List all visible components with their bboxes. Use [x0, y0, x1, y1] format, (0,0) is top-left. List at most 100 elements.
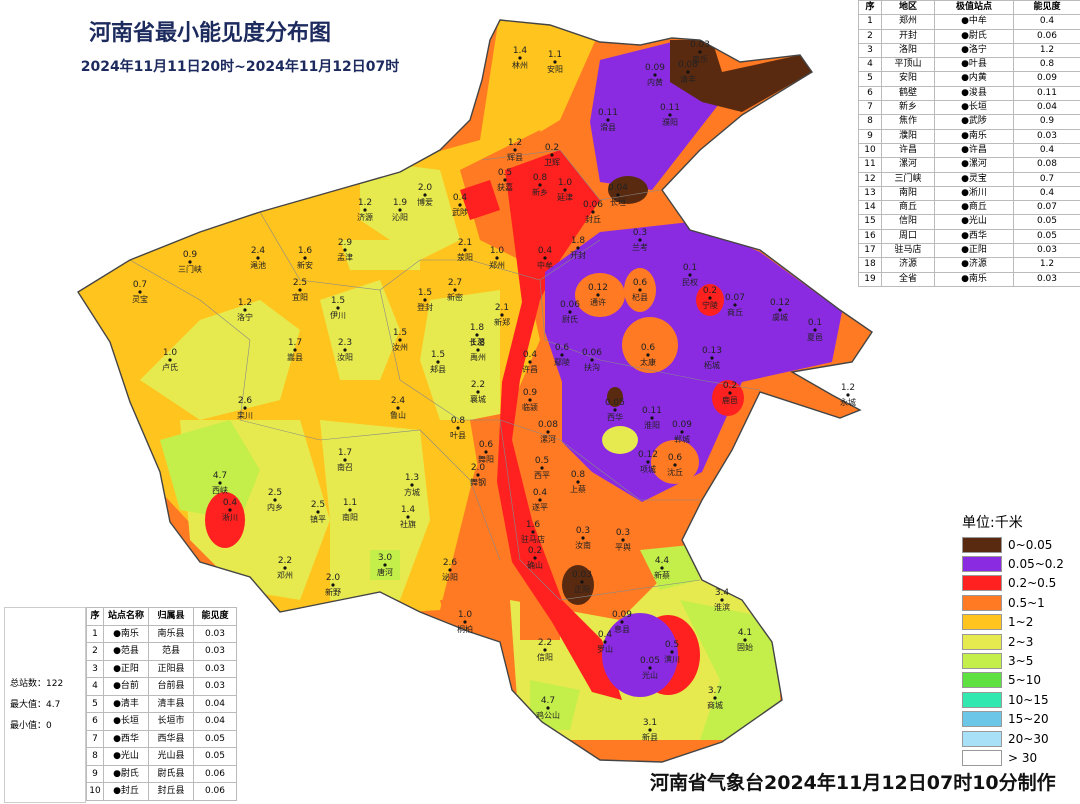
station-value: 2.1: [458, 238, 472, 248]
station-dot: [606, 118, 610, 122]
station-dot: [518, 56, 522, 60]
table-cell: 安阳: [881, 71, 935, 87]
table-cell: 3: [858, 42, 882, 59]
station-dot: [546, 706, 550, 710]
legend-label: 3~5: [1008, 654, 1034, 669]
station-value: 2.4: [251, 246, 266, 256]
station-dot: [243, 308, 247, 312]
station-name: 鹿邑: [722, 395, 738, 405]
station-name: 西华: [607, 412, 623, 422]
legend-item: 2~3: [962, 632, 1074, 651]
station-value: 1.0: [458, 610, 473, 620]
station-name: 获嘉: [497, 182, 513, 192]
station-name: 新乡: [532, 187, 548, 197]
station-dot: [638, 238, 642, 242]
legend-label: 20~30: [1008, 731, 1049, 746]
station-value: 0.2: [545, 143, 559, 153]
table-cell: 0.4: [1013, 185, 1080, 202]
station-value: 0.08: [538, 420, 558, 430]
station-value: 1.0: [163, 348, 178, 358]
station-dot: [648, 728, 652, 732]
station-value: 1.5: [431, 350, 445, 360]
station-value: 2.5: [268, 488, 282, 498]
station-value: 0.3: [633, 228, 647, 238]
table-cell: 10: [86, 782, 104, 801]
station-name: 信阳: [537, 652, 553, 662]
station-dot: [348, 508, 352, 512]
legend-item: 3~5: [962, 651, 1074, 670]
table-cell: 0.09: [1013, 71, 1080, 87]
footer: 河南省气象台2024年11月12日07时10分制作: [650, 772, 1056, 794]
table-cell: ●正阳: [934, 243, 1014, 259]
table-cell: 许昌: [881, 142, 935, 159]
station-value: 1.7: [288, 338, 302, 348]
table-cell: 0.4: [1013, 142, 1080, 159]
station-dot: [448, 568, 452, 572]
station-dot: [590, 358, 594, 362]
station-dot: [580, 580, 584, 584]
legend-label: 15~20: [1008, 712, 1049, 727]
station-dot: [383, 563, 387, 567]
table-cell: 0.03: [193, 624, 237, 643]
table-cell: ●南乐: [934, 271, 1014, 287]
table-cell: 15: [858, 214, 882, 230]
legend-label: 0.2~0.5: [1008, 576, 1057, 591]
table-cell: ●台前: [103, 677, 149, 696]
legend-swatch: [962, 556, 1002, 573]
table-cell: 4: [86, 677, 104, 696]
table-cell: 0.05: [193, 747, 237, 766]
station-value: 4.7: [213, 471, 227, 481]
station-name: 郸城: [674, 434, 690, 444]
station-value: 0.06: [582, 348, 602, 358]
station-name: 三门峡: [178, 264, 202, 274]
legend-label: 0~0.05: [1008, 537, 1053, 552]
legend-item: 15~20: [962, 710, 1074, 729]
station-dot: [576, 480, 580, 484]
station-name: 淮滨: [714, 602, 730, 612]
table-cell: 平顶山: [881, 57, 935, 73]
table-row: 6 鹤壁 ●浚县 0.11: [858, 85, 1080, 102]
station-name: 商丘: [727, 307, 743, 317]
table-row: 3 ●正阳 正阳县 0.03: [86, 659, 237, 678]
station-dot: [670, 650, 674, 654]
station-value: 2.2: [471, 380, 485, 390]
station-value: 0.4: [598, 630, 613, 640]
table-cell: 0.9: [1013, 114, 1080, 130]
station-name: 方城: [404, 487, 420, 497]
station-labels: 1.4 林州 1.1 安阳 0.09 内黄 0.08 清丰 0.03 南乐 0.11 濮阳 0.11 滑县…: [132, 40, 856, 742]
station-value: 0.11: [598, 108, 618, 118]
station-dot: [638, 288, 642, 292]
station-name: 安阳: [547, 64, 563, 74]
station-name: 宜阳: [292, 292, 308, 302]
region-table: 序地区 极值站点 能见度 1 郑州 ●中牟 0.4 2 开封 ●尉氏 0.06 3 洛阳 ●洛宁 1.2 4 平…: [858, 0, 1080, 287]
station-name: 荥阳: [457, 252, 473, 262]
table-cell: 尉氏县: [148, 764, 194, 783]
station-dot: [576, 246, 580, 250]
table-cell: 0.07: [1013, 200, 1080, 216]
station-value: 1.0: [558, 178, 573, 188]
station-dot: [620, 620, 624, 624]
table-cell: 19: [858, 271, 882, 287]
station-value: 1.6: [298, 246, 313, 256]
table-cell: 封丘县: [148, 782, 194, 801]
station-value: 0.09: [645, 63, 665, 73]
table-cell: 0.05: [1013, 214, 1080, 230]
table-header: 序地区 极值站点 能见度: [858, 0, 1080, 16]
legend-title: 单位:千米: [962, 515, 1023, 531]
table-cell: 三门峡: [881, 171, 935, 187]
station-dot: [343, 348, 347, 352]
station-name: 博爱: [417, 197, 433, 207]
table-cell: 1.2: [1013, 42, 1080, 59]
table-cell: 新乡: [881, 100, 935, 116]
table-cell: 鹤壁: [881, 85, 935, 102]
legend-swatch: [962, 691, 1002, 708]
station-dot: [603, 640, 607, 644]
table-row: 10 许昌 ●许昌 0.4: [858, 142, 1080, 159]
table-cell: ●尉氏: [103, 764, 149, 783]
station-dot: [531, 530, 535, 534]
table-cell: 0.03: [1013, 128, 1080, 144]
station-name: 舞钢: [470, 477, 486, 487]
station-name: 武陟: [452, 207, 468, 217]
table-cell: 0.03: [193, 642, 237, 661]
station-dot: [500, 313, 504, 317]
